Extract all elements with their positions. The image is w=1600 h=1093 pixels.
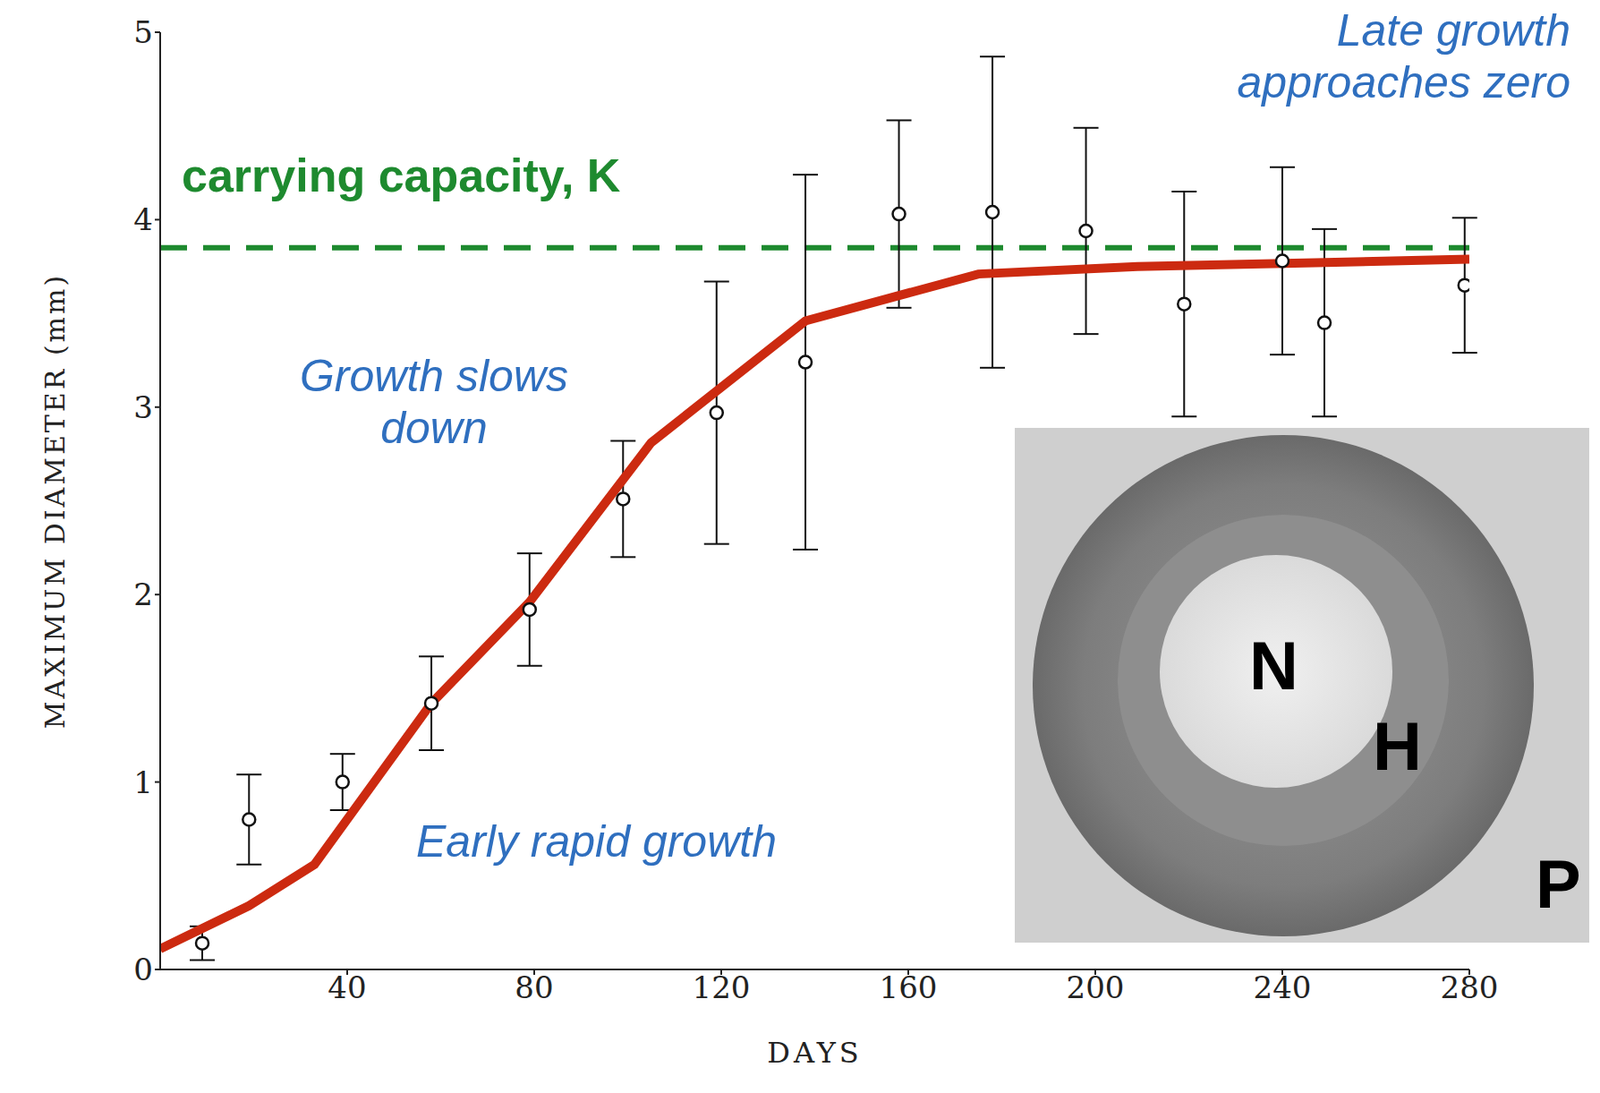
svg-text:1: 1 [133,764,154,800]
svg-text:4: 4 [133,201,154,238]
svg-text:DAYS: DAYS [766,1035,863,1070]
svg-text:200: 200 [1066,969,1125,1005]
html-text:carrying capacity, K: carrying capacity, K [181,149,621,202]
html-text:Growth slows: Growth slows [299,350,569,401]
html-text:Early rapid growth: Early rapid growth [416,816,777,867]
svg-text:5: 5 [133,14,154,51]
svg-text:160: 160 [879,969,938,1005]
svg-text:240: 240 [1253,969,1312,1005]
html-text:P: P [1535,845,1581,922]
svg-text:80: 80 [514,969,554,1005]
html-text:Late growth: Late growth [1336,5,1571,56]
svg-text:MAXIMUM DIAMETER (mm): MAXIMUM DIAMETER (mm) [39,272,71,729]
html-text:approaches zero: approaches zero [1237,56,1571,107]
html-text:H: H [1372,707,1422,784]
html-text:N: N [1249,627,1299,704]
svg-text:280: 280 [1440,969,1499,1005]
svg-text:2: 2 [133,576,154,613]
html-text:down: down [380,402,488,453]
svg-text:3: 3 [133,389,154,426]
svg-text:0: 0 [133,951,154,988]
svg-text:40: 40 [327,969,366,1005]
svg-text:120: 120 [692,969,751,1005]
